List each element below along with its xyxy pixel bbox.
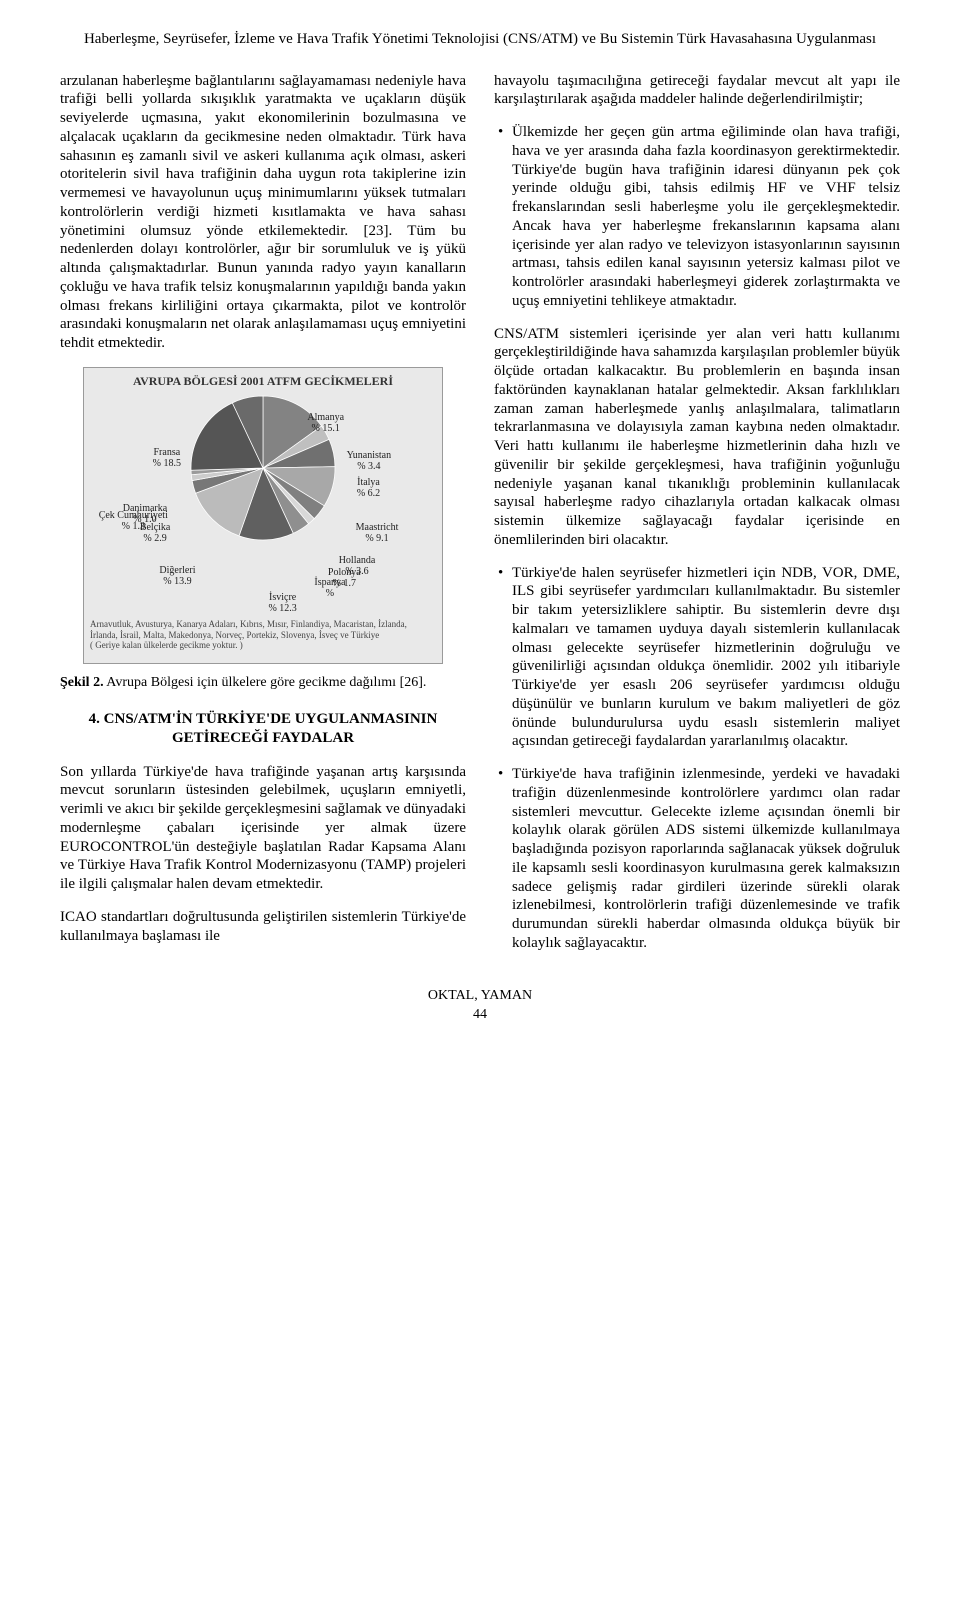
pie-slice-label: Fransa% 18.5 [153, 447, 181, 469]
left-p1: arzulanan haberleşme bağlantılarını sağl… [60, 72, 466, 353]
pie-chart-box: AVRUPA BÖLGESİ 2001 ATFM GECİKMELERİ Alm… [83, 367, 443, 664]
right-p1: havayolu taşımacılığına getireceği fayda… [494, 72, 900, 110]
pie-slice-label: İtalya% 6.2 [357, 477, 380, 499]
right-p2: CNS/ATM sistemleri içerisinde yer alan v… [494, 325, 900, 550]
section-4-heading: 4. CNS/ATM'İN TÜRKİYE'DE UYGULANMASININ … [60, 710, 466, 749]
right-bullet-3: Türkiye'de hava trafiğinin izlenmesinde,… [494, 765, 900, 953]
right-bullet-1: Ülkemizde her geçen gün artma eğiliminde… [494, 123, 900, 311]
left-p2: Son yıllarda Türkiye'de hava trafiğinde … [60, 763, 466, 894]
pie-slice-label: Almanya% 15.1 [307, 412, 344, 434]
chart-title: AVRUPA BÖLGESİ 2001 ATFM GECİKMELERİ [90, 374, 436, 389]
pie-slice-label: Danimarka% 1.0 [123, 503, 167, 525]
figure-2-caption: Şekil 2. Avrupa Bölgesi için ülkelere gö… [60, 674, 466, 692]
figure-2: AVRUPA BÖLGESİ 2001 ATFM GECİKMELERİ Alm… [60, 367, 466, 664]
two-column-layout: arzulanan haberleşme bağlantılarını sağl… [60, 72, 900, 967]
left-column: arzulanan haberleşme bağlantılarını sağl… [60, 72, 466, 967]
chart-foot-caption: Arnavutluk, Avusturya, Kanarya Adaları, … [90, 619, 436, 651]
right-column: havayolu taşımacılığına getireceği fayda… [494, 72, 900, 967]
pie-slice-label: Yunanistan% 3.4 [347, 450, 391, 472]
page-title: Haberleşme, Seyrüsefer, İzleme ve Hava T… [60, 30, 900, 50]
chart-foot-text: Arnavutluk, Avusturya, Kanarya Adaları, … [90, 619, 407, 640]
footer-author: OKTAL, YAMAN [60, 987, 900, 1005]
pie-chart: Almanya% 15.1Yunanistan% 3.4 İtalya% 6.2 M… [90, 393, 436, 613]
left-p3: ICAO standartları doğrultusunda geliştir… [60, 908, 466, 946]
pie-slice-label: Maastricht% 9.1 [356, 522, 399, 544]
footer-pagenum: 44 [60, 1006, 900, 1024]
pie-slice-label: Diğerleri% 13.9 [159, 565, 195, 587]
pie-slice-label: İsviçre% 12.3 [268, 592, 296, 614]
right-bullet-2: Türkiye'de halen seyrüsefer hizmetleri i… [494, 564, 900, 752]
chart-foot-paren: ( Geriye kalan ülkelerde gecikme yoktur.… [90, 640, 243, 650]
pie-slice-label: İspanya% [314, 577, 345, 599]
figure-2-caption-bold: Şekil 2. [60, 675, 104, 690]
figure-2-caption-rest: Avrupa Bölgesi için ülkelere göre gecikm… [104, 675, 427, 690]
